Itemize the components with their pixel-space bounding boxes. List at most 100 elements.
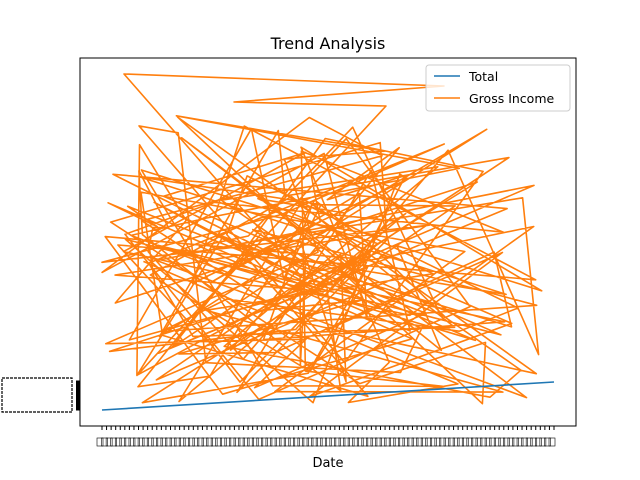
- x-tick-label-glyph: [142, 437, 149, 447]
- x-tick-label-glyph: [110, 437, 117, 447]
- x-tick-label-glyph: [156, 437, 163, 447]
- x-tick-label-glyph: [270, 437, 277, 447]
- legend: Total Gross Income: [425, 64, 571, 112]
- x-tick-label-glyph: [498, 437, 506, 447]
- x-tick-label-glyph: [530, 437, 538, 447]
- x-tick-label-glyph: [192, 437, 200, 447]
- x-tick-label-glyph: [251, 437, 259, 447]
- y-tick-labels-overlap: [1, 377, 73, 413]
- x-tick-label-glyph: [101, 437, 108, 447]
- x-tick-label-glyph: [197, 437, 204, 447]
- x-tick-label-glyph: [393, 437, 401, 447]
- x-tick-label-glyph: [247, 437, 254, 447]
- x-tick-label-glyph: [411, 437, 419, 447]
- x-tick-label-glyph: [466, 437, 474, 447]
- plot-frame: [79, 57, 577, 427]
- y-axis-ticks: [1, 377, 80, 413]
- x-tick-label-glyph: [425, 437, 433, 447]
- x-tick-label-glyph: [169, 437, 177, 447]
- x-tick-label-glyph: [114, 437, 122, 447]
- x-tick-label-glyph: [452, 437, 460, 447]
- x-tick-label-glyph: [210, 437, 218, 447]
- x-tick-label-glyph: [402, 437, 410, 447]
- x-tick-label-glyph: [293, 437, 300, 447]
- x-tick-label-glyph: [429, 437, 437, 447]
- x-tick-label-glyph: [471, 437, 478, 447]
- x-tick-label-glyph: [338, 437, 346, 447]
- x-tick-label-glyph: [160, 437, 168, 447]
- legend-label-gross-income: Gross Income: [469, 91, 555, 106]
- x-tick-label-glyph: [420, 437, 428, 447]
- x-tick-label-glyph: [370, 437, 378, 447]
- gross-income-series: [101, 73, 543, 405]
- x-tick-label-glyph: [215, 437, 223, 447]
- x-tick-label-glyph: [457, 437, 464, 447]
- x-tick-label-glyph: [379, 437, 387, 447]
- x-tick-label-glyph: [233, 437, 241, 447]
- x-tick-label-glyph: [493, 437, 501, 447]
- x-tick-label-glyph: [279, 437, 286, 447]
- x-tick-label-glyph: [238, 437, 245, 447]
- x-tick-label-glyph: [503, 437, 510, 447]
- chart-title: Trend Analysis: [270, 34, 386, 53]
- x-tick-label-glyph: [137, 437, 145, 447]
- gross-income-line: [101, 73, 543, 405]
- x-tick-label-glyph: [388, 437, 396, 447]
- x-tick-label-glyph: [334, 437, 341, 447]
- x-tick-label-glyph: [489, 437, 496, 447]
- x-tick-label-glyph: [356, 437, 364, 447]
- x-tick-label-glyph: [119, 437, 127, 447]
- x-tick-label-glyph: [229, 437, 236, 447]
- x-tick-label-glyph: [96, 437, 104, 447]
- x-tick-label-glyph: [544, 437, 551, 447]
- x-tick-label-glyph: [434, 437, 442, 447]
- x-tick-label-glyph: [366, 437, 373, 447]
- x-tick-label-glyph: [288, 437, 296, 447]
- x-tick-label-glyph: [461, 437, 469, 447]
- x-tick-label-glyph: [105, 437, 113, 447]
- x-tick-label-glyph: [352, 437, 359, 447]
- x-tick-label-glyph: [347, 437, 355, 447]
- x-tick-label-glyph: [375, 437, 382, 447]
- x-tick-label-glyph: [539, 437, 547, 447]
- x-tick-label-glyph: [256, 437, 264, 447]
- x-tick-label-glyph: [306, 437, 314, 447]
- x-tick-label-glyph: [242, 437, 250, 447]
- x-tick-label-glyph: [516, 437, 524, 447]
- x-tick-label-glyph: [219, 437, 227, 447]
- x-tick-label-glyph: [297, 437, 305, 447]
- x-tick-label-glyph: [174, 437, 181, 447]
- x-tick-label-glyph: [361, 437, 369, 447]
- x-tick-label-glyph: [261, 437, 268, 447]
- x-tick-label-glyph: [329, 437, 337, 447]
- x-tick-label-glyph: [343, 437, 350, 447]
- x-tick-label-glyph: [165, 437, 172, 447]
- x-tick-label-glyph: [384, 437, 391, 447]
- x-tick-label-glyph: [274, 437, 282, 447]
- x-tick-label-glyph: [201, 437, 209, 447]
- x-tick-label-glyph: [146, 437, 154, 447]
- x-tick-label-glyph: [133, 437, 140, 447]
- x-axis-label: Date: [312, 456, 343, 471]
- x-tick-label-glyph: [183, 437, 191, 447]
- x-tick-label-glyph: [320, 437, 328, 447]
- x-tick-label-glyph: [124, 437, 131, 447]
- x-tick-label-glyph: [407, 437, 414, 447]
- legend-box: [425, 64, 571, 112]
- total-series: [101, 381, 555, 411]
- x-tick-label-glyph: [448, 437, 455, 447]
- x-tick-label-glyph: [311, 437, 318, 447]
- x-tick-label-glyph: [283, 437, 291, 447]
- x-tick-label-glyph: [324, 437, 332, 447]
- x-axis-ticks: [96, 426, 556, 447]
- total-line: [101, 381, 555, 411]
- x-tick-label-glyph: [535, 437, 542, 447]
- x-tick-label-glyph: [265, 437, 273, 447]
- x-tick-label-glyph: [443, 437, 451, 447]
- x-tick-label-glyph: [188, 437, 195, 447]
- x-tick-label-glyph: [521, 437, 528, 447]
- x-tick-label-glyph: [151, 437, 159, 447]
- x-tick-label-glyph: [178, 437, 186, 447]
- plot-area: [79, 57, 577, 427]
